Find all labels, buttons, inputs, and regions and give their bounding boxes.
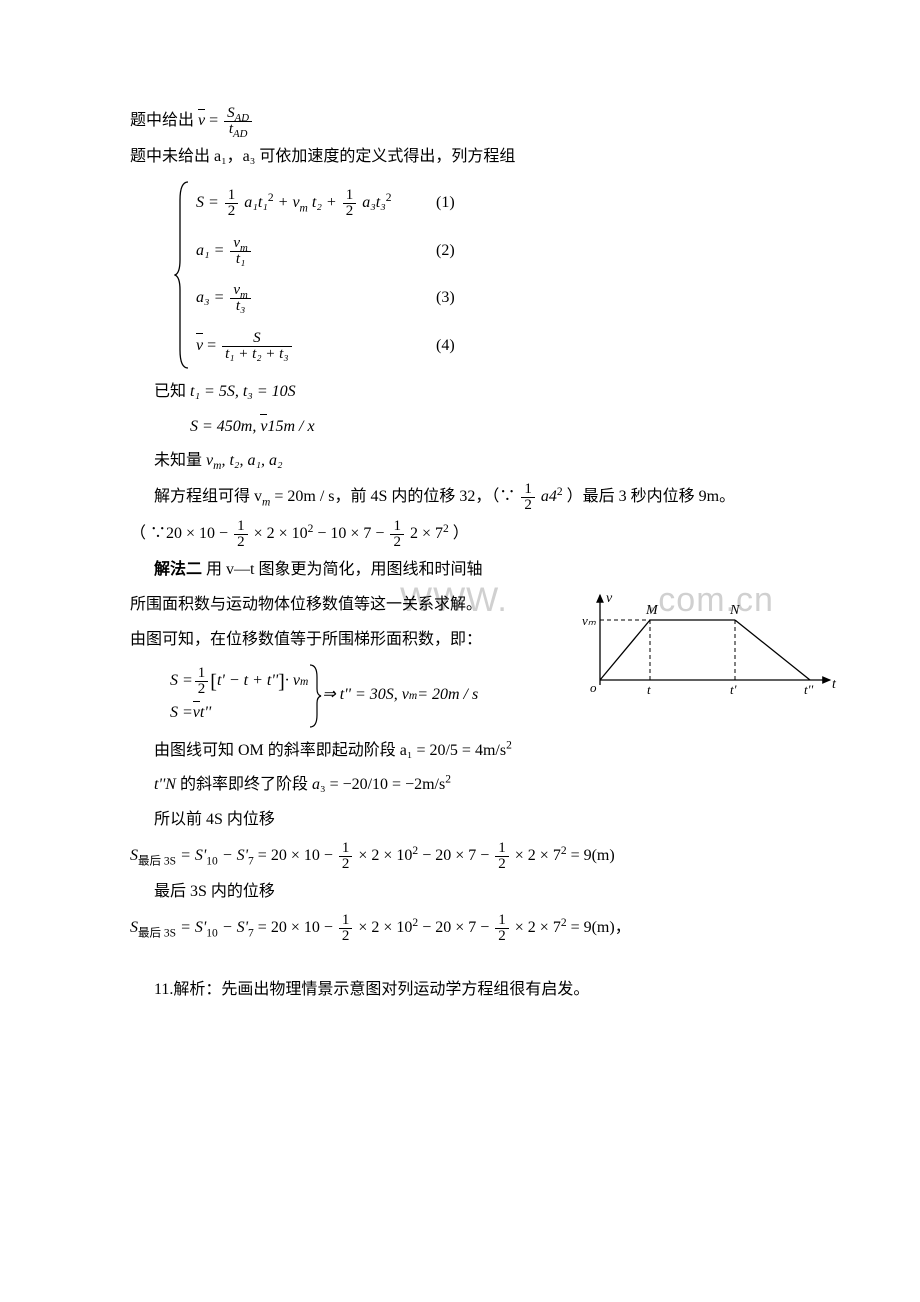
line-not-given: 题中未给出 a₁，a₃ 可依加速度的定义式得出，列方程组 — [130, 143, 810, 172]
method2-line2: 所围面积数与运动物体位移数值等这一关系求解。 — [130, 591, 810, 620]
last-3s-label: 最后 3S 内的位移 — [130, 878, 810, 907]
eq-2: a₁ = vmt₁ (2) — [196, 228, 455, 274]
q11-analysis: 11.解析：先画出物理情景示意图对列运动学方程组很有启发。 — [130, 976, 810, 1005]
eq-1: S = 12 a₁t₁2 + vm t₂ + 12 a₃t₃2 (1) — [196, 181, 455, 227]
method2-line3: 由图可知，在位移数值等于所围梯形面积数，即： — [130, 626, 810, 655]
frac-sad-tad: SAD tAD — [224, 106, 252, 137]
unknown-line: 未知量 vm, t₂, a₁, a₂ — [130, 447, 810, 476]
left-brace-icon — [174, 180, 190, 370]
eq-3: a₃ = vmt₃ (3) — [196, 276, 455, 322]
t-axis-label: t — [832, 677, 837, 692]
known-line-1: 已知 t₁ = 5S, t₃ = 10S — [130, 378, 810, 407]
s-last3s-eq2: S最后 3S = S'10 − S'7 = 20 × 10 − 12 × 2 ×… — [130, 913, 810, 944]
method2-line1: 解法二 用 v—t 图象更为简化，用图线和时间轴 — [130, 556, 810, 585]
om-slope: 由图线可知 OM 的斜率即起动阶段 a₁ = 20/5 = 4m/s2 — [130, 737, 810, 766]
eq-4: v = St₁ + t₂ + t₃ (4) — [196, 323, 455, 369]
known-line-2: S = 450m, v15m / x — [130, 413, 810, 442]
paren-calc: （ ∵20 × 10 − 12 × 2 × 102 − 10 × 7 − 12 … — [130, 519, 810, 550]
vbar-symbol: v — [198, 107, 205, 136]
right-brace-icon — [308, 663, 322, 729]
s-last3s-eq1: S最后 3S = S'10 − S'7 = 20 × 10 − 12 × 2 ×… — [130, 841, 810, 872]
so-4s: 所以前 4S 内位移 — [130, 806, 810, 835]
equation-system: S = 12 a₁t₁2 + vm t₂ + 12 a₃t₃2 (1) a₁ =… — [174, 180, 810, 370]
tn-slope: t''Nt''N 的斜率即终了阶段 a₃ = −20/10 = −2m/s 的斜… — [130, 771, 810, 800]
line-given-vbar: 题中给出 v = SAD tAD — [130, 106, 810, 137]
trapezoid-eq: S = 12 [ t' − t + t'' ] · vm S = v t'' ⇒… — [130, 663, 810, 729]
solve-line: 解方程组可得 vm = 20m / s，前 4S 内的位移 32，（∵ 12 a… — [130, 482, 810, 513]
